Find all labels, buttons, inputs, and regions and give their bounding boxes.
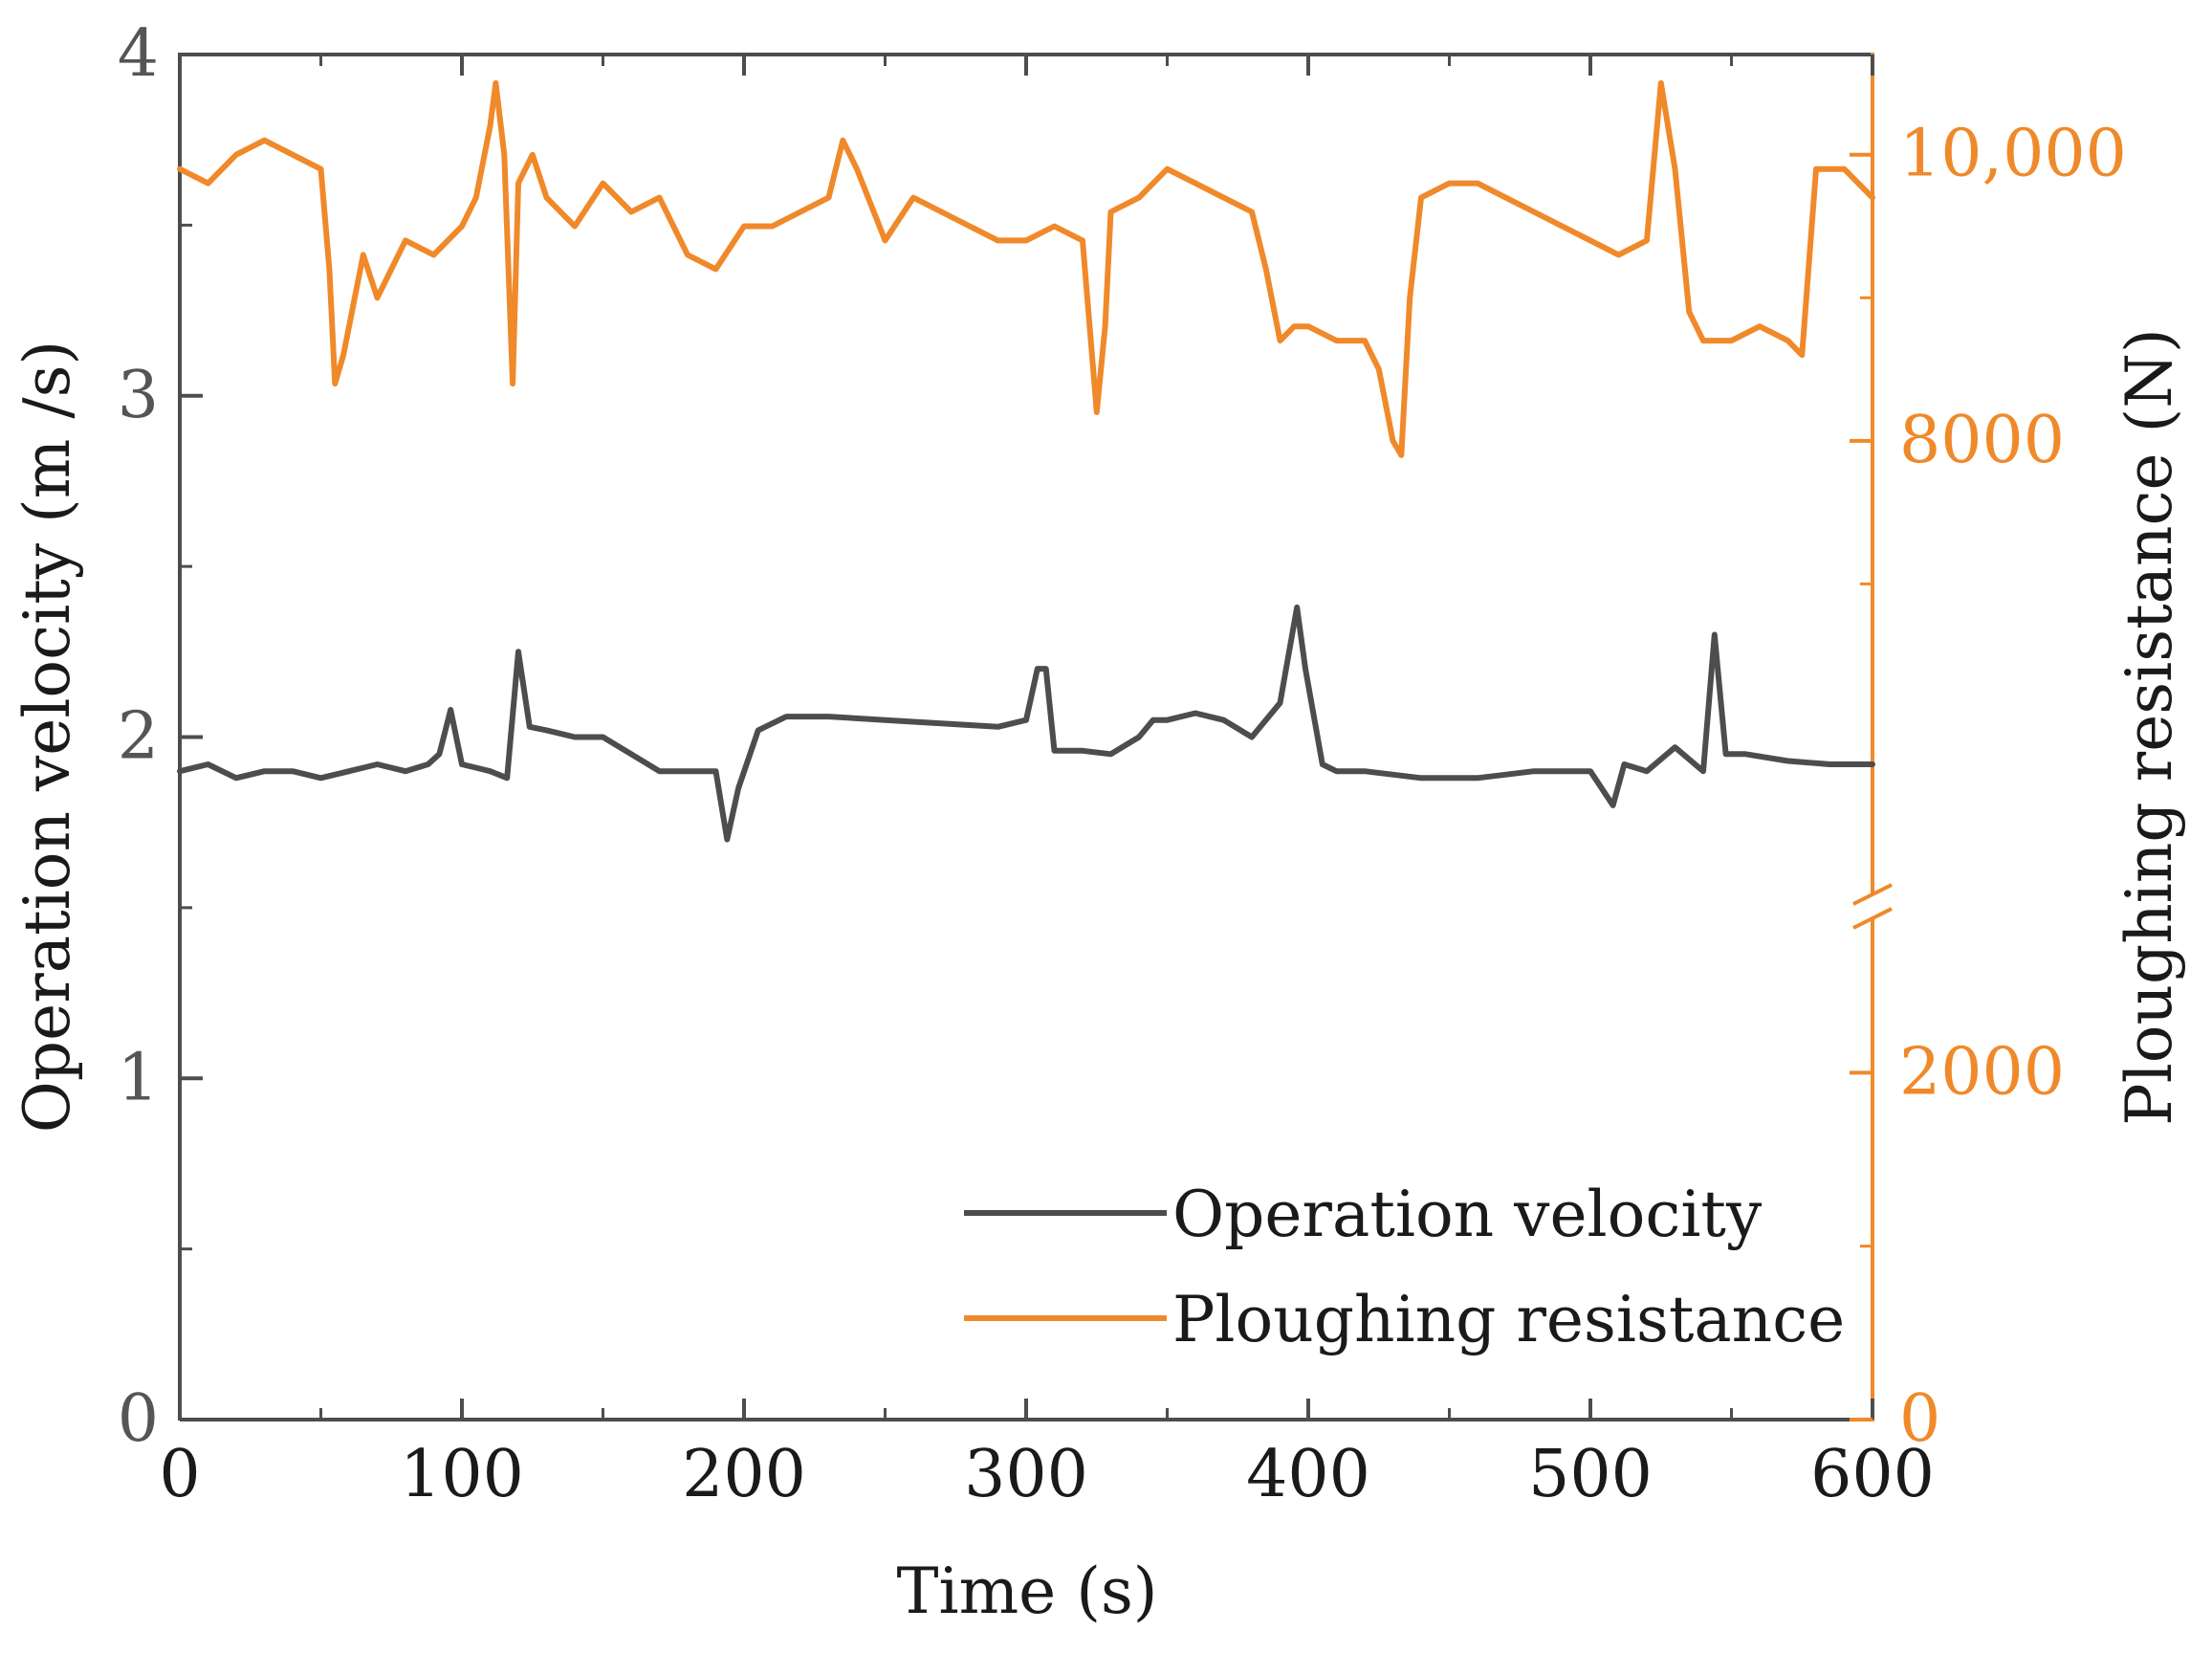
legend: Operation velocity Ploughing resistance [964, 1178, 1845, 1356]
x-tick-label: 400 [1246, 1437, 1370, 1512]
x-tick-label: 300 [964, 1437, 1088, 1512]
y-left-tick-label: 2 [118, 699, 159, 775]
y-right-tick-label: 2000 [1899, 1034, 2065, 1110]
axis-break-mark-lower [1852, 907, 1893, 930]
x-tick-label: 0 [159, 1437, 200, 1512]
left-axis-title: Operation velocity (m /s) [11, 341, 84, 1133]
ticks-layer [178, 53, 1874, 1422]
series-layer [177, 79, 1875, 843]
x-tick-label: 200 [682, 1437, 806, 1512]
legend-label-velocity: Operation velocity [1172, 1178, 1763, 1251]
y-right-tick-label: 8000 [1899, 403, 2065, 478]
legend-label-resistance: Ploughing resistance [1172, 1283, 1845, 1356]
x-tick-label: 500 [1528, 1437, 1653, 1512]
axis-break-mark-upper [1852, 883, 1893, 906]
y-left-tick-label: 4 [118, 16, 159, 92]
y-right-tick-label: 0 [1899, 1381, 1940, 1457]
y-left-tick-label: 0 [118, 1381, 159, 1457]
ploughing-resistance-line [177, 79, 1875, 458]
x-axis-title: Time (s) [896, 1554, 1157, 1628]
x-tick-label: 100 [400, 1437, 524, 1512]
right-axis-title: Ploughing resistance (N) [2113, 328, 2186, 1125]
y-left-tick-label: 1 [118, 1040, 159, 1115]
operation-velocity-line [177, 604, 1875, 843]
y-right-tick-label: 10,000 [1899, 117, 2127, 192]
y-left-tick-label: 3 [118, 358, 159, 433]
x-tick-label: 600 [1810, 1437, 1935, 1512]
right-axis [1852, 53, 1893, 1422]
